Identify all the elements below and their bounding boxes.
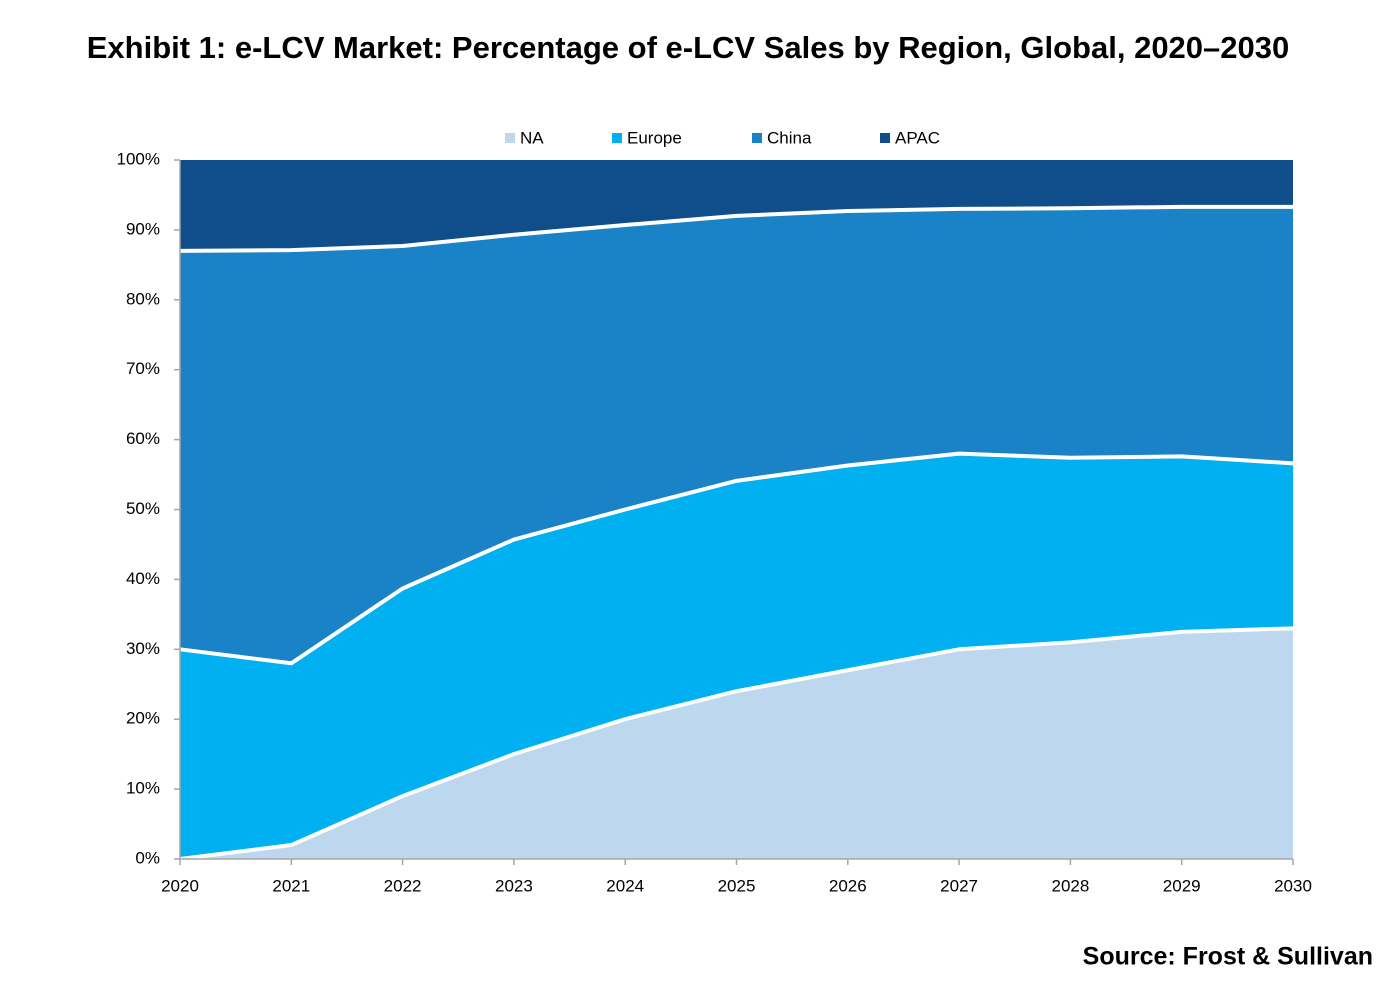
y-tick-label: 100%: [117, 149, 160, 168]
legend-swatch: [612, 133, 622, 143]
x-tick-label: 2020: [161, 876, 199, 895]
y-tick-label: 50%: [126, 499, 160, 518]
y-tick-label: 80%: [126, 289, 160, 308]
legend: NA Europe China APAC: [505, 128, 940, 147]
chart-title: Exhibit 1: e-LCV Market: Percentage of e…: [87, 30, 1290, 65]
y-tick-label: 70%: [126, 359, 160, 378]
legend-label: Europe: [627, 128, 682, 147]
x-tick-label: 2026: [829, 876, 867, 895]
source-note: Source: Frost & Sullivan: [1083, 943, 1373, 971]
area-3: [180, 160, 1293, 251]
x-tick-label: 2022: [384, 876, 422, 895]
y-tick-label: 10%: [126, 779, 160, 798]
area-2: [180, 206, 1293, 664]
legend-swatch: [752, 133, 762, 143]
legend-swatch: [505, 133, 515, 143]
y-tick-label: 40%: [126, 569, 160, 588]
legend-swatch: [880, 133, 890, 143]
legend-label: China: [767, 128, 812, 147]
legend-label: NA: [520, 128, 544, 147]
x-tick-label: 2029: [1163, 876, 1201, 895]
area-1: [180, 453, 1293, 859]
x-tick-label: 2025: [718, 876, 756, 895]
x-tick-label: 2023: [495, 876, 533, 895]
plot-area: 0% 10% 20% 30% 40% 50% 60% 70% 80% 90% 100% 2020 202…: [117, 149, 1312, 895]
x-tick-label: 2021: [272, 876, 310, 895]
area-boundary: [179, 626, 1294, 861]
area-boundary: [179, 451, 1294, 666]
area-0: [180, 628, 1293, 859]
y-tick-label: 60%: [126, 429, 160, 448]
y-tick-label: 20%: [126, 709, 160, 728]
x-tick-label: 2030: [1274, 876, 1312, 895]
x-tick-label: 2028: [1051, 876, 1089, 895]
legend-label: APAC: [895, 128, 940, 147]
y-tick-label: 0%: [135, 848, 160, 867]
area-boundary: [179, 204, 1293, 253]
y-tick-label: 90%: [126, 219, 160, 238]
y-tick-label: 30%: [126, 639, 160, 658]
x-tick-label: 2027: [940, 876, 978, 895]
x-tick-label: 2024: [606, 876, 644, 895]
